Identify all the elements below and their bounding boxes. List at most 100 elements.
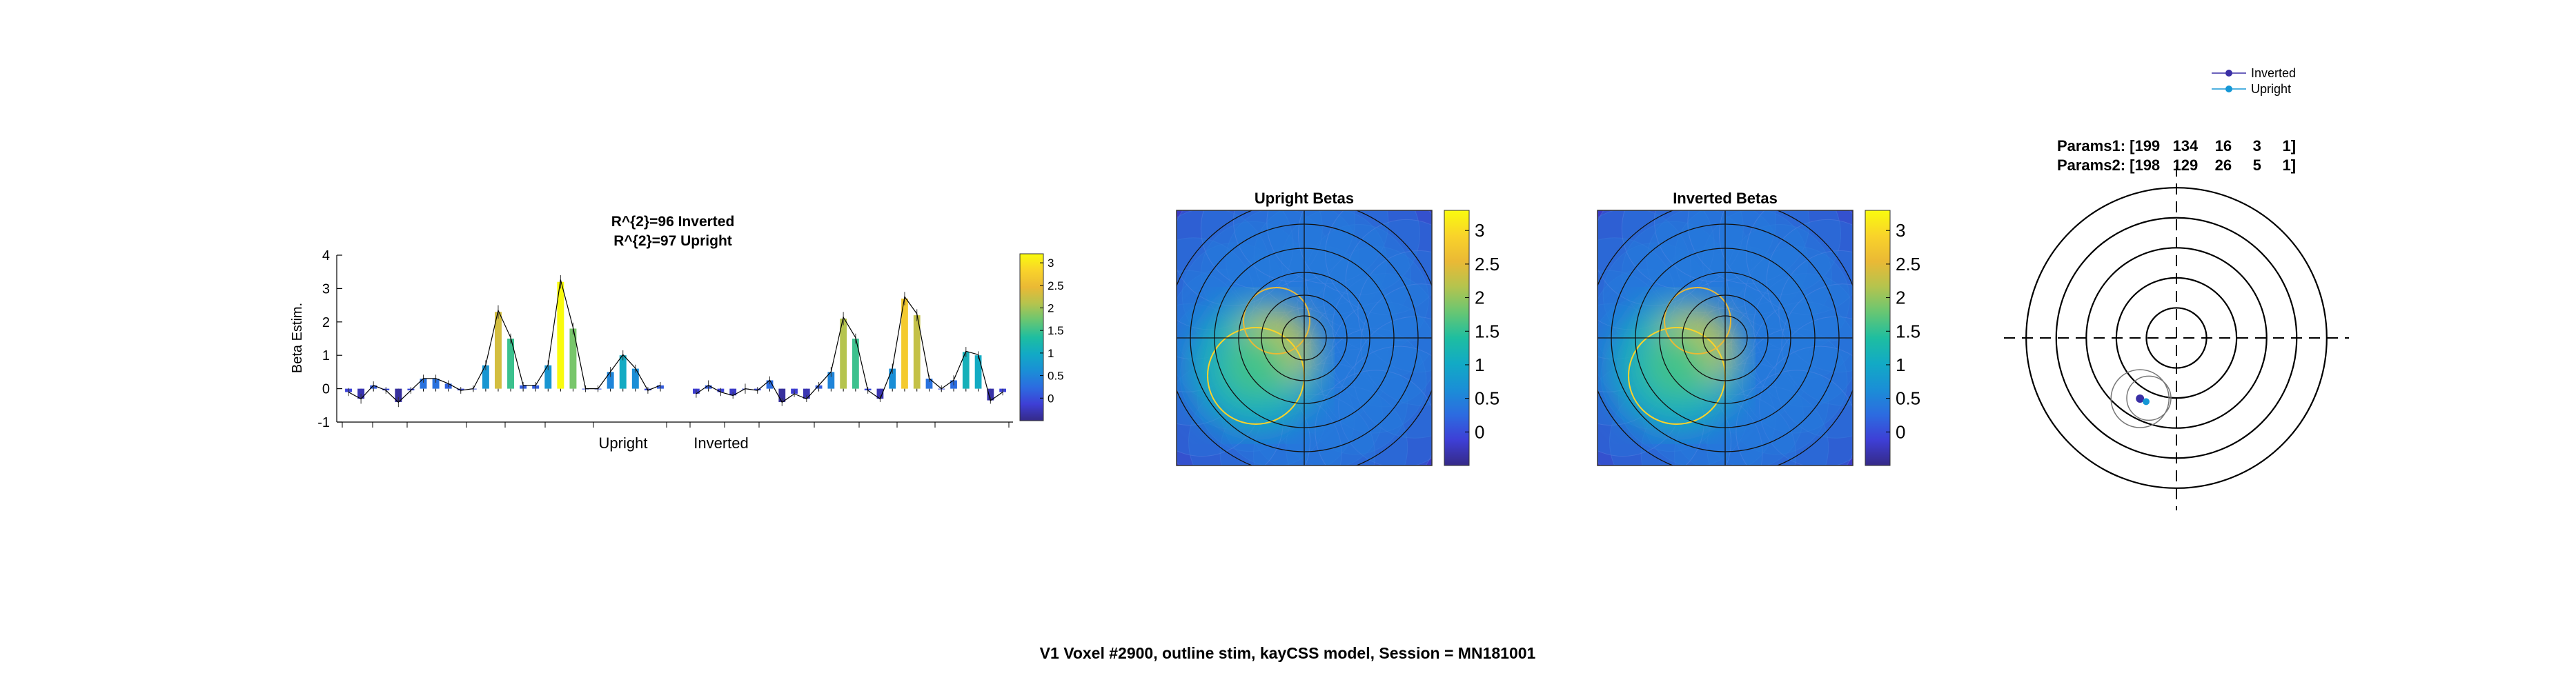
bar-upright	[420, 379, 427, 389]
bar-chart-ylabel: Beta Estim.	[290, 303, 305, 373]
prf-center-upright	[2143, 398, 2150, 406]
stim-aperture	[1736, 370, 1853, 466]
bar-inverted	[901, 298, 908, 389]
colorbar-gradient	[1444, 210, 1470, 466]
legend-box	[2208, 62, 2214, 68]
colorbar-tick-label: 1	[1896, 354, 1905, 375]
inverted-betas-title: Inverted Betas	[1673, 190, 1778, 207]
bar-inverted	[925, 379, 933, 389]
colorbar-tick-label: 0	[1896, 421, 1905, 442]
bar-chart-title-line2: R^{2}=97 Upright	[613, 233, 732, 249]
stim-aperture	[1702, 210, 1808, 315]
legend-inverted-marker	[2225, 70, 2232, 77]
stim-aperture	[1727, 223, 1833, 330]
prf-size-upright	[2126, 375, 2172, 421]
stim-aperture	[1306, 223, 1412, 330]
prf-center-inverted	[2136, 394, 2145, 403]
inverted-heatmap-border	[1597, 210, 1854, 466]
bar-colorbar-tick-label: 1.5	[1048, 324, 1064, 337]
legend-upright-marker	[2225, 86, 2232, 92]
stim-aperture	[1752, 301, 1853, 408]
stim-aperture	[1331, 301, 1432, 408]
colorbar-tick-label: 3	[1896, 220, 1905, 241]
bar-colorbar-gradient	[1019, 253, 1044, 421]
hot-aperture-outline	[1664, 287, 1731, 354]
stim-aperture	[1321, 328, 1427, 434]
upright-polar-grid	[1177, 210, 1432, 466]
stim-aperture	[1286, 386, 1408, 466]
stim-aperture	[1742, 328, 1848, 434]
stim-aperture	[1308, 278, 1398, 368]
bar-upright	[619, 355, 627, 389]
fit-line-inverted	[696, 295, 1003, 403]
upright-betas-title: Upright Betas	[1255, 190, 1354, 207]
upright-heatmap-border	[1176, 210, 1433, 466]
bar-colorbar-tick-label: 3	[1048, 257, 1054, 270]
bar-inverted	[840, 318, 847, 389]
stim-aperture	[1687, 210, 1810, 284]
bar-y-tick-label: 2	[322, 315, 330, 330]
bar-upright	[544, 365, 552, 389]
beta-bar-chart: R^{2}=96 Inverted R^{2}=97 Upright Beta …	[290, 214, 1064, 452]
bar-colorbar-tick-label: 0.5	[1048, 370, 1064, 383]
stim-aperture	[1353, 316, 1432, 439]
stim-aperture	[1357, 250, 1432, 373]
response-hotspot	[1190, 300, 1321, 431]
bar-upright	[482, 365, 489, 389]
inverted-betas-map: Inverted Betas 0 0.5 1 1.5 2 2.5 3	[1597, 190, 1920, 466]
stim-aperture	[1719, 210, 1841, 295]
bar-upright	[631, 368, 639, 389]
inverted-polar-grid	[1597, 210, 1853, 466]
upright-colorbar: 0 0.5 1 1.5 2 2.5 3	[1444, 210, 1500, 466]
bar-y-tick-label: 0	[322, 382, 330, 397]
bar-y-tick-label: 4	[322, 248, 330, 263]
response-hotspot	[1611, 300, 1742, 431]
upright-betas-map: Upright Betas 0 0.5 1 1.5 2 2.5 3	[1176, 190, 1500, 466]
stim-aperture	[1718, 259, 1807, 348]
bar-upright	[395, 388, 402, 402]
hotspot-core	[1644, 332, 1710, 399]
bar-inverted	[889, 368, 896, 389]
colorbar-tick-label: 0	[1475, 421, 1484, 442]
fit-line-upright	[348, 279, 661, 403]
bar-chart-title-line1: R^{2}=96 Inverted	[611, 214, 735, 230]
bar-colorbar-tick-label: 1	[1048, 347, 1054, 360]
bar-inverted	[729, 388, 737, 396]
bar-fit-lines	[348, 279, 1003, 403]
colorbar-tick-label: 1	[1475, 354, 1484, 375]
stim-aperture	[1266, 210, 1389, 284]
colorbar-tick-label: 2.5	[1896, 254, 1920, 274]
stim-aperture	[1744, 246, 1850, 352]
colorbar-tick-label: 1.5	[1896, 321, 1920, 341]
stim-aperture	[1253, 210, 1359, 310]
bar-x-axis	[337, 388, 1013, 428]
stim-aperture	[1315, 370, 1432, 466]
bar-inverted	[852, 339, 859, 389]
bar-inverted	[987, 388, 994, 401]
bar-inverted	[876, 388, 884, 399]
prf-legend: Inverted Upright	[2208, 62, 2296, 96]
stim-aperture	[1729, 278, 1819, 368]
stim-aperture	[1323, 246, 1429, 352]
group-label-inverted: Inverted	[694, 434, 749, 452]
bar-y-tick-label: 1	[322, 348, 330, 363]
group-label-upright: Upright	[599, 434, 648, 452]
colorbar-tick-label: 2	[1896, 288, 1905, 308]
bar-inverted	[974, 355, 982, 389]
bar-inverted	[913, 315, 921, 389]
params1-text: Params1: [199 134 16 3 1]	[2057, 137, 2296, 154]
bar-upright	[557, 281, 564, 389]
colorbar-tick-label: 2.5	[1475, 254, 1500, 274]
stim-aperture	[1297, 259, 1386, 348]
stim-aperture	[1325, 210, 1432, 315]
prf-polar-plot: Inverted Upright Params1: [199 134 16 3 …	[2004, 62, 2349, 510]
inverted-colorbar: 0 0.5 1 1.5 2 2.5 3	[1865, 210, 1920, 466]
bar-upright	[494, 312, 502, 389]
colorbar-tick-label: 2	[1475, 288, 1484, 308]
stim-aperture	[1654, 210, 1776, 282]
bar-colorbar-tick-label: 0	[1048, 392, 1054, 405]
legend-inverted-label: Inverted	[2251, 66, 2296, 80]
stim-aperture	[1707, 386, 1829, 466]
bar-upright	[607, 372, 614, 389]
stim-aperture	[1233, 210, 1355, 282]
